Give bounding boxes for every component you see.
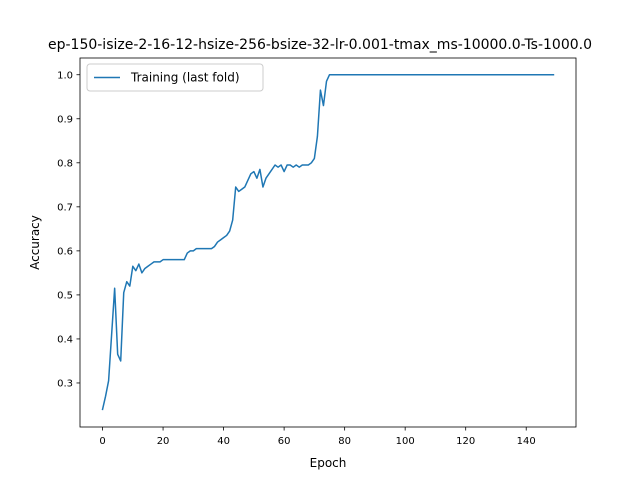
y-tick-label: 0.9 bbox=[57, 114, 73, 125]
x-tick-label: 80 bbox=[338, 436, 351, 447]
y-tick-label: 0.4 bbox=[57, 335, 73, 346]
legend-box bbox=[86, 63, 264, 92]
y-axis-label: Accuracy bbox=[28, 215, 42, 270]
y-tick-label: 0.8 bbox=[57, 158, 73, 169]
x-tick-label: 140 bbox=[517, 436, 536, 447]
axes-frame bbox=[79, 57, 577, 428]
y-tick-label: 1.0 bbox=[57, 70, 73, 81]
plot-area bbox=[101, 73, 555, 411]
y-tick-label: 0.6 bbox=[57, 246, 73, 257]
legend: Training (last fold) bbox=[86, 63, 264, 92]
y-axis-ticks: 0.3 0.4 0.5 0.6 0.7 0.8 0.9 1.0 bbox=[57, 70, 80, 390]
series-line-training-last-fold bbox=[101, 73, 555, 411]
y-tick-label: 0.3 bbox=[57, 379, 73, 390]
x-tick-label: 120 bbox=[456, 436, 475, 447]
x-tick-label: 20 bbox=[157, 436, 170, 447]
chart-title: ep-150-isize-2-16-12-hsize-256-bsize-32-… bbox=[48, 37, 592, 53]
legend-entry-label: Training (last fold) bbox=[130, 71, 240, 85]
y-tick-label: 0.7 bbox=[57, 202, 73, 213]
x-tick-label: 60 bbox=[278, 436, 291, 447]
x-tick-label: 100 bbox=[396, 436, 415, 447]
x-axis-ticks: 0 20 40 60 80 100 120 140 bbox=[99, 427, 536, 447]
x-tick-label: 40 bbox=[217, 436, 230, 447]
y-tick-label: 0.5 bbox=[57, 290, 73, 301]
x-tick-label: 0 bbox=[99, 436, 105, 447]
x-axis-label: Epoch bbox=[310, 456, 347, 470]
